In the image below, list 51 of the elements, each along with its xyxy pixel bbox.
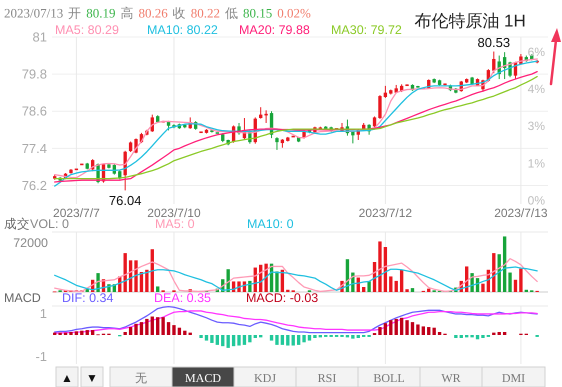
text: BOLL — [373, 371, 405, 385]
text: MA5: 80.29 — [55, 23, 119, 37]
annotation: 4% — [528, 82, 546, 96]
text: ▲ — [61, 371, 73, 385]
text: MACD — [4, 291, 41, 305]
y-tick-label: 76.2 — [22, 178, 47, 193]
text: 0.02% — [277, 6, 311, 20]
text: 开 — [68, 6, 82, 20]
text: 80.22 — [190, 6, 220, 20]
text: 无 — [135, 371, 147, 385]
text: KDJ — [254, 371, 276, 385]
y-tick-label: 79.8 — [22, 66, 47, 82]
text: RSI — [318, 371, 336, 385]
y-tick-label: 77.4 — [22, 140, 47, 156]
x-tick-label: 2023/7/13 — [494, 206, 548, 220]
text: MACD — [184, 371, 222, 385]
y-tick-label: 81 — [32, 30, 47, 44]
y-tick-label: 78.6 — [22, 104, 47, 119]
text: 80.19 — [86, 6, 116, 20]
text: 收 — [172, 6, 186, 20]
text: 2023/07/13 — [4, 6, 64, 20]
text: MA10: 0 — [247, 217, 294, 231]
text: 高 — [120, 6, 134, 20]
annotation: 0% — [528, 193, 546, 208]
text: MA5: 0 — [155, 217, 195, 231]
text: 72000 — [13, 236, 48, 250]
annotation: 80.53 — [478, 35, 510, 50]
text: MA30: 79.72 — [331, 23, 402, 37]
x-tick-label: 2023/7/10 — [147, 206, 201, 220]
series-label: DEA: 0.35 — [154, 291, 212, 305]
annotation: 3% — [528, 119, 546, 134]
annotation: 6% — [528, 45, 546, 59]
x-tick-label: 2023/7/7 — [53, 206, 100, 220]
y-tick-label: -1 — [35, 348, 47, 364]
text: WR — [441, 371, 461, 385]
text: ▼ — [86, 371, 98, 385]
annotation: 76.04 — [108, 192, 142, 208]
text: 成交 — [4, 216, 30, 231]
text: 80.26 — [138, 6, 168, 20]
text: MACD: -0.03 — [246, 291, 318, 305]
text: DMI — [502, 371, 526, 385]
text: MA10: 80.22 — [147, 23, 218, 37]
x-tick-label: 2023/7/12 — [358, 206, 412, 220]
series-label: DIF: 0.34 — [62, 291, 114, 305]
text: VOL: 0 — [30, 217, 69, 231]
y-tick-label: 1 — [40, 306, 47, 322]
annotation: 1% — [528, 156, 546, 170]
text: 80.15 — [242, 6, 272, 20]
chart-title: 布伦特原油 1H — [414, 12, 526, 30]
text: MA20: 79.88 — [239, 23, 310, 37]
text: 低 — [224, 6, 238, 20]
